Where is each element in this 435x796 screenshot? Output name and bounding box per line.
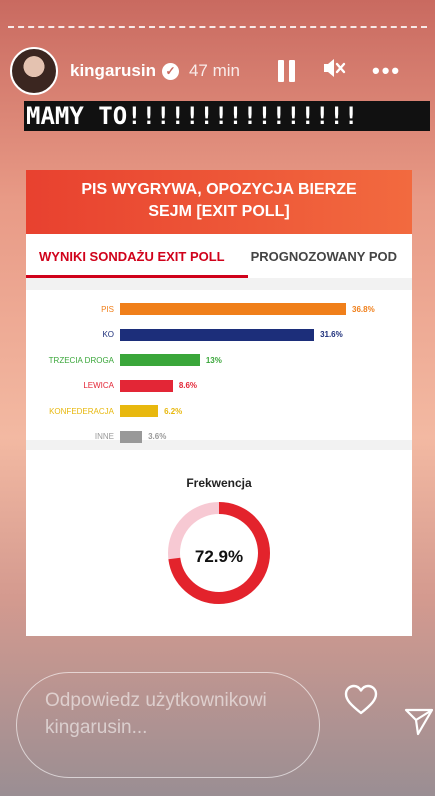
turnout-panel: Frekwencja 72.9% bbox=[26, 450, 412, 636]
card-title-line2: SEJM [EXIT POLL] bbox=[148, 203, 290, 220]
bar-label: PIS bbox=[101, 304, 114, 314]
card-title: PIS WYGRYWA, OPOZYCJA BIERZE SEJM [EXIT … bbox=[26, 170, 412, 234]
bar bbox=[120, 328, 315, 341]
card-title-line1: PIS WYGRYWA, OPOZYCJA BIERZE bbox=[81, 181, 357, 198]
bar bbox=[120, 405, 159, 417]
bar-label: TRZECIA DROGA bbox=[48, 355, 114, 365]
verified-badge-icon: ✓ bbox=[161, 62, 179, 80]
story-header: kingarusin ✓ 47 min ••• bbox=[10, 46, 425, 96]
bar bbox=[120, 379, 173, 392]
bar-value-label: 31.6% bbox=[320, 330, 343, 339]
bar-value-label: 6.2% bbox=[164, 406, 183, 416]
bar-value-label: 8.6% bbox=[178, 381, 198, 390]
bar-value-label: 13% bbox=[205, 355, 222, 365]
bar-label: LEWICA bbox=[83, 381, 114, 390]
bar-row-pis: PIS 36.8% bbox=[26, 302, 412, 316]
turnout-value: 72.9% bbox=[194, 547, 244, 566]
bar bbox=[120, 430, 143, 443]
tab-bar: WYNIKI SONDAŻU EXIT POLL PROGNOZOWANY PO… bbox=[26, 234, 412, 278]
heart-icon[interactable] bbox=[343, 684, 379, 721]
post-time: 47 min bbox=[188, 61, 240, 80]
send-icon[interactable] bbox=[404, 706, 434, 741]
bar-label: INNE bbox=[94, 432, 114, 441]
tab-forecast[interactable]: PROGNOZOWANY POD bbox=[250, 248, 398, 264]
bar-row-trzecia-droga: TRZECIA DROGA 13% bbox=[26, 353, 412, 367]
mute-icon[interactable] bbox=[322, 57, 346, 85]
bar bbox=[120, 354, 200, 366]
reply-input[interactable]: Odpowiedz użytkownikowi kingarusin... bbox=[16, 672, 320, 778]
bar bbox=[120, 303, 346, 315]
bar-row-ko: KO 31.6% bbox=[26, 328, 412, 342]
exit-poll-card: PIS WYGRYWA, OPOZYCJA BIERZE SEJM [EXIT … bbox=[26, 170, 412, 636]
turnout-title: Frekwencja bbox=[186, 476, 252, 490]
story-text-banner: MAMY TO!!!!!!!!!!!!!!!! bbox=[24, 101, 430, 131]
story-progress-bar bbox=[8, 26, 427, 29]
username[interactable]: kingarusin bbox=[70, 61, 156, 80]
pause-icon[interactable] bbox=[278, 60, 298, 82]
active-tab-indicator bbox=[26, 275, 248, 278]
donut-arc bbox=[168, 502, 270, 604]
bar-value-label: 3.6% bbox=[148, 432, 167, 441]
tab-exit-poll-results[interactable]: WYNIKI SONDAŻU EXIT POLL bbox=[39, 248, 225, 264]
bar-row-inne: INNE 3.6% bbox=[26, 430, 412, 444]
bar-label: KO bbox=[102, 330, 114, 339]
more-options-icon[interactable]: ••• bbox=[372, 58, 402, 83]
results-bar-chart: PIS 36.8% KO 31.6% TRZECIA DROGA 13% LEWICA 8.6… bbox=[26, 290, 412, 443]
bar-row-lewica: LEWICA 8.6% bbox=[26, 379, 412, 393]
turnout-donut bbox=[168, 502, 270, 604]
bar-value-label: 36.8% bbox=[352, 304, 375, 314]
bar-row-konfederacja: KONFEDERACJA 6.2% bbox=[26, 404, 412, 418]
avatar[interactable] bbox=[10, 47, 58, 95]
bar-label: KONFEDERACJA bbox=[49, 406, 114, 416]
